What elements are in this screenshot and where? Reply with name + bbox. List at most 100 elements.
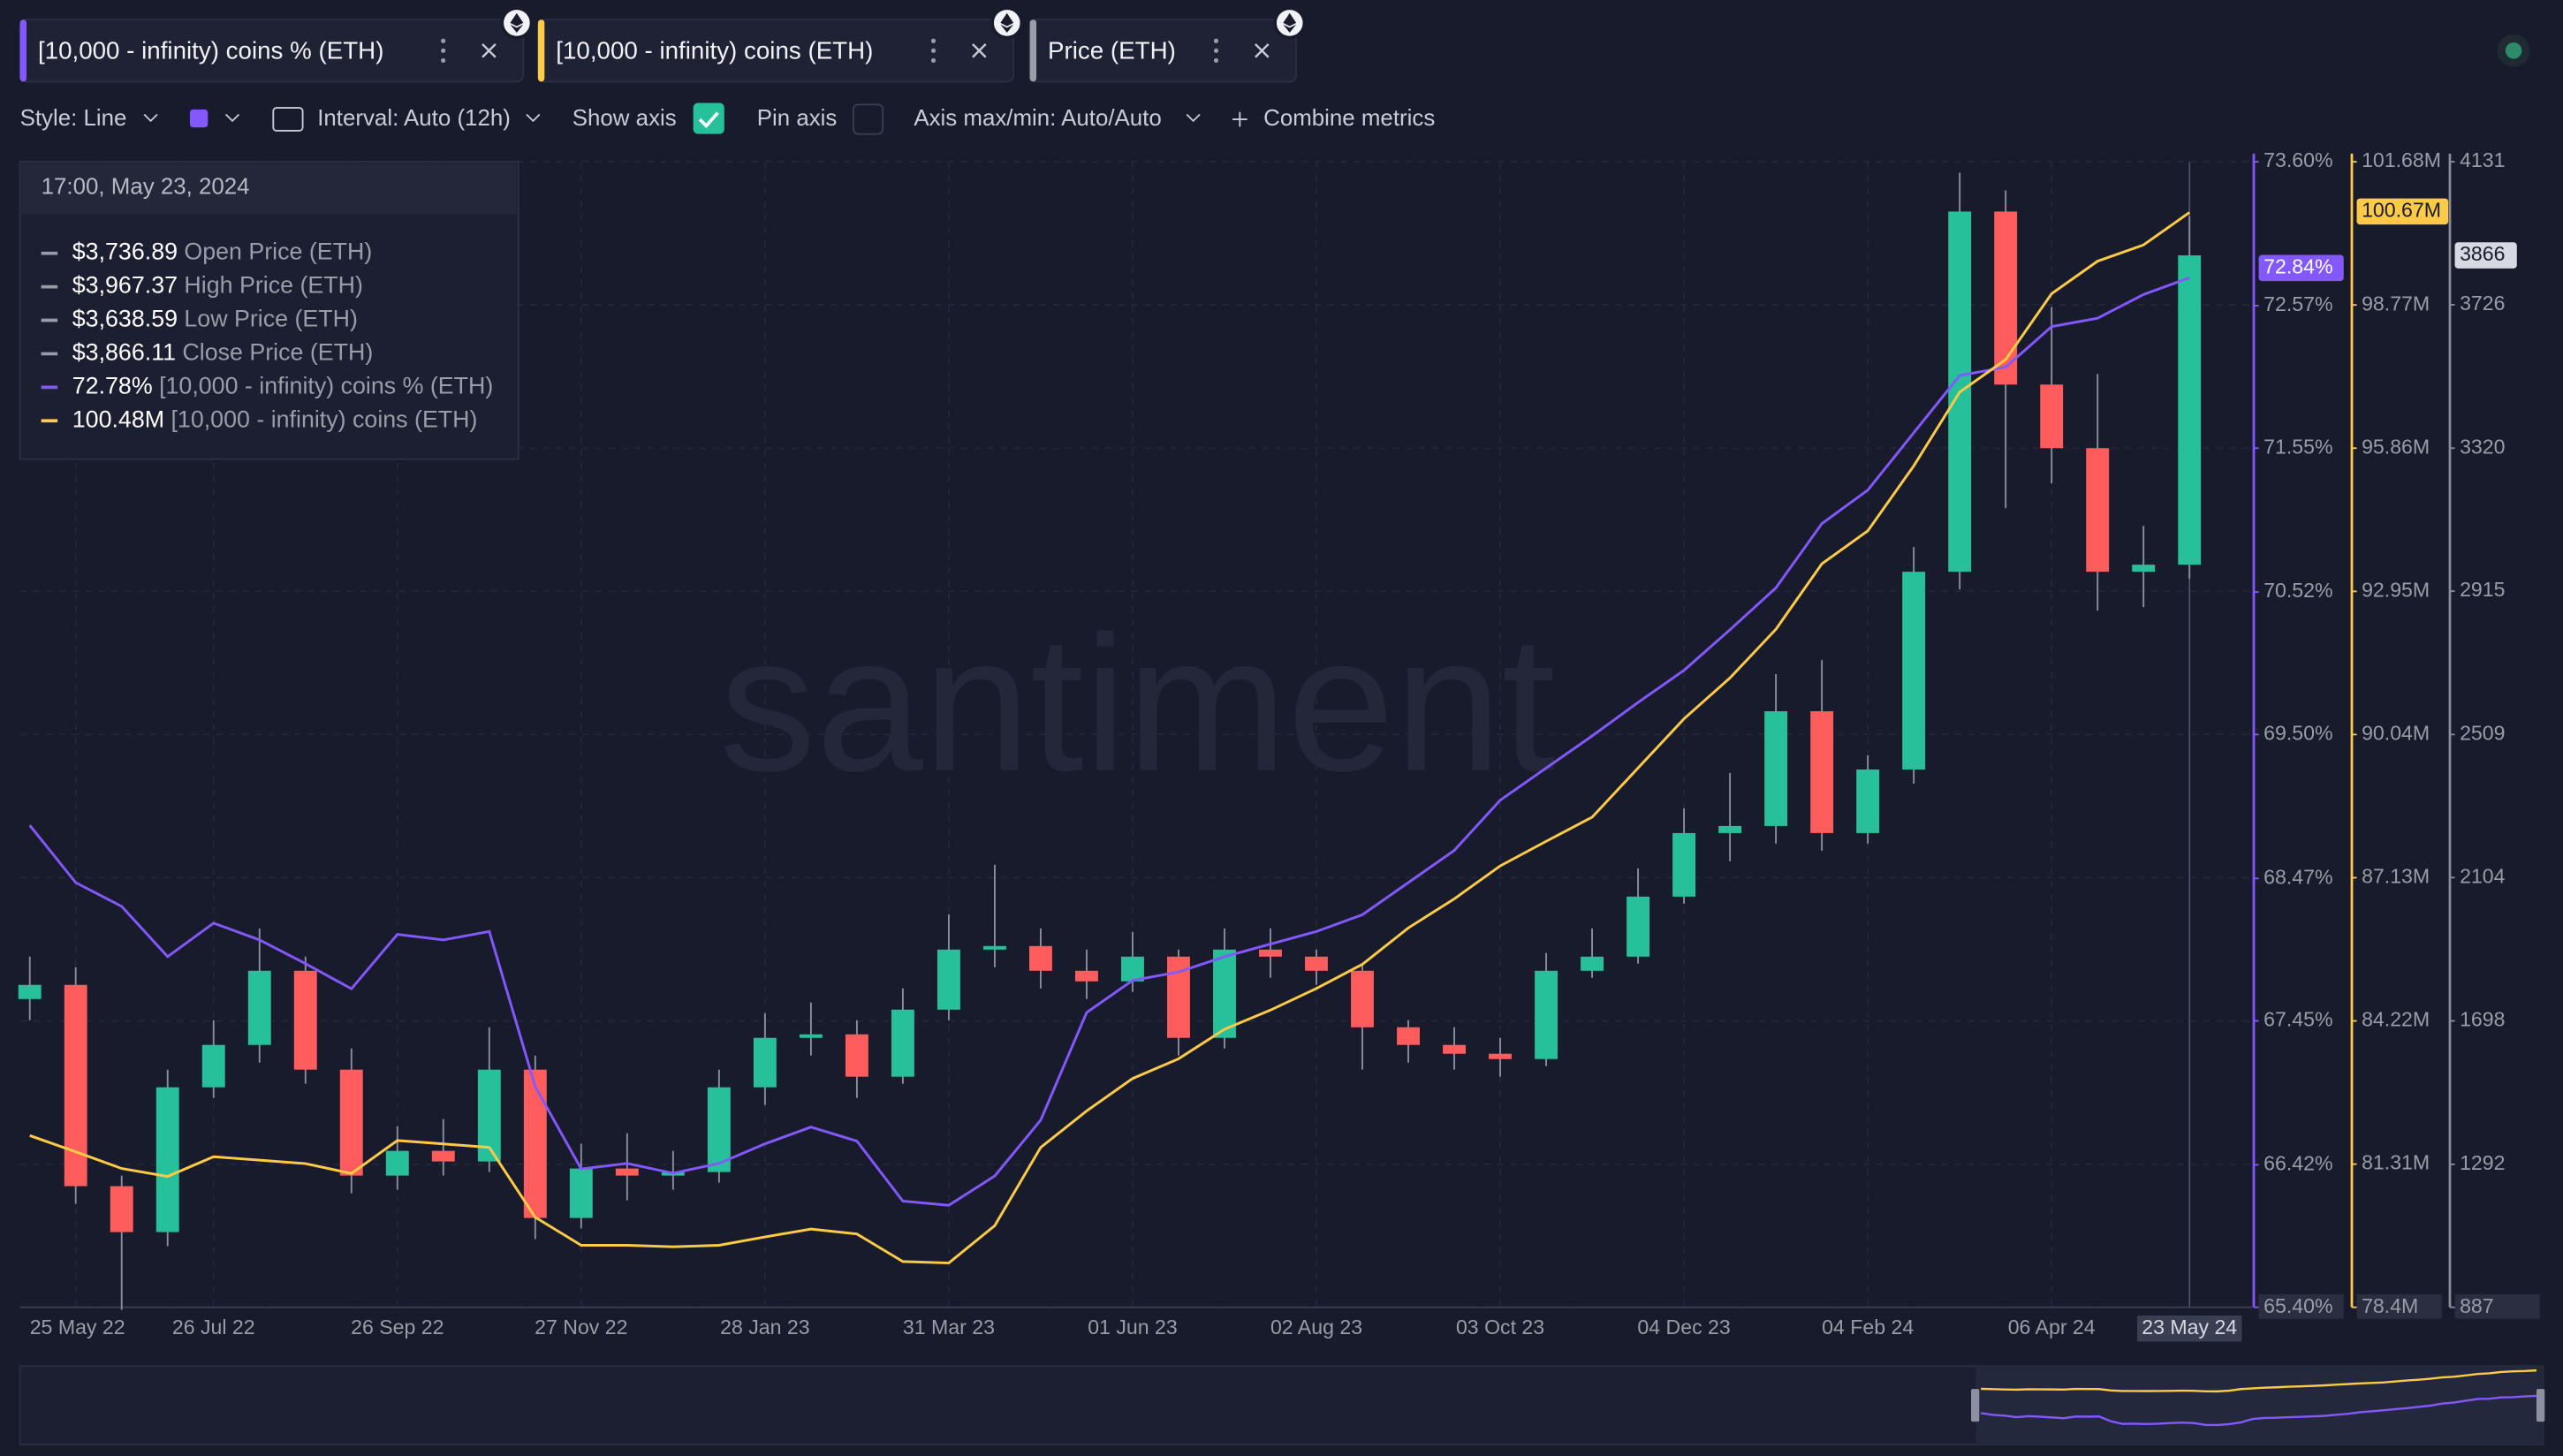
candle-body <box>155 1087 179 1232</box>
style-select[interactable]: Style: Line <box>20 106 127 131</box>
y-tick-label: 71.55% <box>2263 435 2332 458</box>
x-highlight <box>2137 1315 2242 1342</box>
y-tick-label: 2509 <box>2460 722 2505 745</box>
tabs: [10,000 - infinity) coins % (ETH) [10,000… <box>19 6 1307 83</box>
tooltip-header <box>21 163 517 215</box>
tooltip-row: 72.78% [10,000 - infinity) coins % (ETH) <box>72 372 494 398</box>
candle-body <box>1856 769 1880 833</box>
tooltip-row: $3,866.11 Close Price (ETH) <box>72 339 374 366</box>
candle-body <box>1397 1027 1420 1045</box>
tooltip-date: 17:00, May 23, 2024 <box>42 175 250 200</box>
candle-body <box>1305 956 1328 971</box>
candle-body <box>753 1037 777 1088</box>
pin-axis-label: Pin axis <box>757 106 838 131</box>
eth-glyph <box>510 12 524 33</box>
candle-body <box>431 1150 455 1162</box>
y-tick-label: 98.77M <box>2362 292 2430 315</box>
current-label: 100.67M <box>2362 198 2441 221</box>
candle-body <box>1672 832 1696 897</box>
tab-label: [10,000 - infinity) coins (ETH) <box>556 37 873 64</box>
tooltip-value: $3,638.59 <box>72 306 178 332</box>
close-icon[interactable] <box>1255 43 1270 58</box>
tooltip: 17:00, May 23, 2024 $3,736.89 Open Price … <box>19 161 519 460</box>
candle-body <box>293 970 317 1070</box>
tooltip-row: $3,967.37 High Price (ETH) <box>72 272 363 299</box>
tick-bg <box>2258 1293 2344 1319</box>
candle-body <box>1627 896 1650 957</box>
pin-axis-checkbox[interactable] <box>852 103 884 135</box>
tooltip-value: $3,967.37 <box>72 272 178 299</box>
navigator[interactable] <box>19 1365 2545 1445</box>
show-axis-checkbox[interactable] <box>693 102 724 134</box>
candle-body <box>247 970 271 1045</box>
watermark: santiment <box>719 595 1555 811</box>
candle-body <box>339 1069 363 1176</box>
tooltip-name: Close Price (ETH) <box>182 339 373 366</box>
y-tick-label: 1292 <box>2460 1151 2505 1174</box>
menu-dot <box>441 57 446 64</box>
y-tick-label: 87.13M <box>2362 865 2430 888</box>
current-label: 72.84% <box>2263 254 2332 277</box>
y-tick-label: 3320 <box>2460 435 2505 458</box>
candle-body <box>2178 255 2202 565</box>
candle-body <box>18 984 42 999</box>
navigator-handle[interactable] <box>2536 1389 2545 1422</box>
tooltip-value: 100.48M <box>72 406 164 432</box>
menu-dot <box>441 38 446 43</box>
tooltip-row: 100.48M [10,000 - infinity) coins (ETH) <box>72 406 478 432</box>
x-tick-label: 04 Feb 24 <box>1822 1316 1914 1338</box>
navigator-line <box>1981 1369 2537 1393</box>
menu-dot <box>930 57 936 64</box>
show-axis-label: Show axis <box>573 106 677 131</box>
candle-body <box>982 945 1006 950</box>
y-tick-label: 72.57% <box>2263 292 2332 315</box>
menu-dot <box>930 48 936 53</box>
candle-body <box>936 949 960 1010</box>
tooltip-name: [10,000 - infinity) coins % (ETH) <box>159 372 493 398</box>
tab-label: Price (ETH) <box>1048 37 1176 64</box>
color-picker[interactable] <box>189 109 209 128</box>
chevron <box>526 113 541 123</box>
y-tick-label: 4131 <box>2460 148 2505 171</box>
navigator-handle[interactable] <box>1971 1389 1980 1422</box>
menu-dot <box>1213 57 1219 64</box>
candle-body <box>799 1034 823 1038</box>
candle-body <box>385 1150 409 1176</box>
axis-maxmin-select[interactable]: Axis max/min: Auto/Auto <box>914 106 1161 131</box>
y-tick-label: 95.86M <box>2362 435 2430 458</box>
y-tick-label: 84.22M <box>2362 1008 2430 1031</box>
candle-body <box>2040 384 2064 449</box>
candle-body <box>1535 970 1558 1059</box>
interval-icon <box>272 107 304 132</box>
toolbar: Style: Line Interval: Auto (12h) Show ax… <box>20 102 1435 135</box>
navigator-selection[interactable] <box>1975 1366 2542 1445</box>
y-tick-label: 2104 <box>2460 864 2506 887</box>
tab-color <box>537 19 545 82</box>
x-tick-label: 26 Jul 22 <box>172 1316 255 1338</box>
tooltip-value: 72.78% <box>72 372 153 398</box>
candle-body <box>523 1069 547 1218</box>
tick-bg <box>2454 1293 2540 1319</box>
navigator-line <box>1980 1394 2537 1427</box>
close-icon[interactable] <box>972 43 987 58</box>
interval-select[interactable]: Interval: Auto (12h) <box>317 106 511 131</box>
candle-body <box>1902 572 1926 770</box>
tab-color <box>19 19 27 82</box>
chevron <box>1186 113 1201 123</box>
candle-body <box>110 1186 133 1232</box>
combine-metrics[interactable]: Combine metrics <box>1263 106 1435 131</box>
eth-glyph <box>1283 12 1297 33</box>
candle-body <box>707 1087 731 1172</box>
current-label: 3866 <box>2460 242 2505 265</box>
close-icon[interactable] <box>482 43 497 58</box>
tooltip-row: $3,736.89 Open Price (ETH) <box>72 239 373 265</box>
tooltip-value: $3,866.11 <box>72 339 176 366</box>
candle-body <box>1810 711 1834 833</box>
candle-body <box>1121 956 1144 982</box>
tooltip-row: $3,638.59 Low Price (ETH) <box>72 306 358 332</box>
y-tick-label: 69.50% <box>2263 722 2332 745</box>
chevron <box>224 113 240 123</box>
y-tick-label: 78.4M <box>2362 1294 2418 1317</box>
tooltip-name: Low Price (ETH) <box>184 306 358 332</box>
